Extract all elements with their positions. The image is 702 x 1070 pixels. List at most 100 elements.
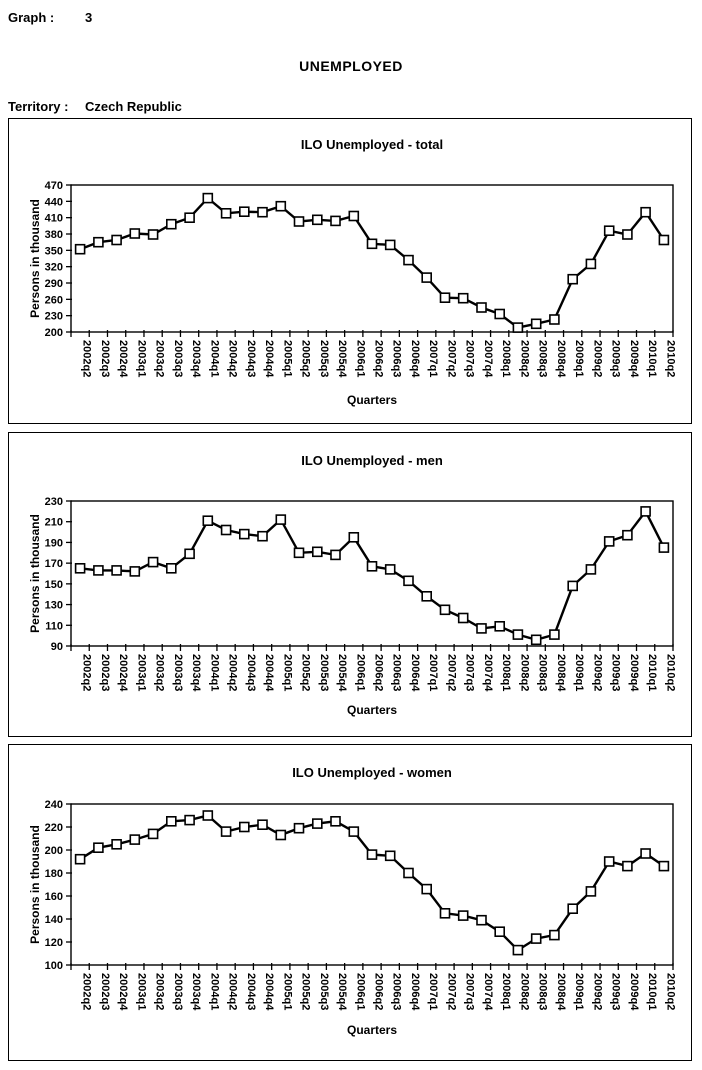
x-tick-label: 2006q4 <box>409 654 421 692</box>
plot-frame <box>70 500 674 647</box>
data-point-marker <box>457 612 469 624</box>
data-point-marker <box>239 821 250 833</box>
data-point-marker <box>74 243 86 255</box>
data-point-marker <box>147 556 159 568</box>
y-tick-label: 200 <box>45 327 63 339</box>
x-tick-label: 2008q3 <box>537 340 549 377</box>
x-tick-label: 2007q1 <box>427 973 439 1010</box>
data-point-marker <box>384 239 396 251</box>
y-axis: 90 110 130 150 170 190 210 230 <box>45 496 72 653</box>
chart-canvas-0: ILO Unemployed - total 200 230 260 290 320 350… <box>28 137 676 407</box>
data-point-marker <box>421 883 433 895</box>
data-point-marker <box>421 272 433 283</box>
data-point-marker <box>166 816 177 827</box>
x-tick-label: 2005q4 <box>336 340 348 378</box>
data-point-marker <box>166 218 177 230</box>
x-tick-label: 2003q1 <box>135 340 147 377</box>
x-tick-labels: 2002q2 2002q3 2002q4 2003q1 2003q2 2003q3 2003… <box>81 973 677 1011</box>
data-point-marker <box>111 565 122 576</box>
chart-title: ILO Unemployed - women <box>292 765 452 780</box>
data-point-marker <box>549 929 560 941</box>
x-tick-label: 2007q1 <box>427 340 439 377</box>
y-tick-label: 150 <box>45 579 63 591</box>
x-tick-label: 2006q3 <box>391 654 403 691</box>
x-tick-label: 2002q2 <box>81 340 93 377</box>
plot-frame <box>70 803 674 966</box>
y-axis-title: Persons in thousand <box>28 199 42 318</box>
x-tick-label: 2004q2 <box>227 654 239 691</box>
x-tick-label: 2004q3 <box>245 340 257 377</box>
x-tick-label: 2002q4 <box>117 973 129 1011</box>
y-tick-label: 190 <box>45 537 63 549</box>
graph-number: 3 <box>85 10 93 25</box>
x-tick-label: 2010q1 <box>646 973 658 1010</box>
data-point-marker <box>622 229 633 240</box>
x-tick-label: 2007q1 <box>427 654 439 691</box>
x-tick-label: 2008q1 <box>500 973 512 1010</box>
x-tick-label: 2010q1 <box>646 654 658 691</box>
x-tick-label: 2008q2 <box>518 340 530 377</box>
y-tick-label: 290 <box>45 278 63 290</box>
x-tick-label: 2006q1 <box>354 973 366 1010</box>
data-point-marker <box>348 826 360 837</box>
data-point-marker <box>257 819 268 830</box>
x-axis <box>70 644 674 651</box>
x-tick-label: 2003q2 <box>154 340 166 377</box>
data-point-marker <box>403 575 414 587</box>
y-tick-label: 230 <box>45 311 63 323</box>
x-tick-label: 2003q2 <box>154 973 166 1010</box>
x-tick-label: 2007q2 <box>445 340 457 377</box>
data-point-marker <box>275 829 287 841</box>
x-tick-label: 2008q4 <box>555 654 567 692</box>
data-point-marker <box>530 634 542 646</box>
data-point-marker <box>239 206 250 217</box>
data-point-marker <box>603 536 615 547</box>
y-tick-label: 120 <box>45 937 63 949</box>
x-tick-label: 2007q2 <box>445 654 457 691</box>
y-tick-label: 200 <box>45 845 63 857</box>
x-tick-label: 2009q3 <box>610 973 622 1010</box>
data-point-marker <box>311 818 323 829</box>
x-tick-label: 2002q3 <box>99 340 111 377</box>
x-tick-label: 2003q2 <box>154 654 166 691</box>
data-point-marker <box>147 828 159 840</box>
x-tick-label: 2008q1 <box>500 340 512 377</box>
x-tick-label: 2005q3 <box>318 340 330 377</box>
y-tick-label: 160 <box>45 891 63 903</box>
x-tick-label: 2005q4 <box>336 973 348 1011</box>
data-point-marker <box>330 549 341 561</box>
x-tick-label: 2004q4 <box>263 340 275 378</box>
x-tick-label: 2004q1 <box>208 340 220 377</box>
y-tick-label: 410 <box>45 213 63 225</box>
graph-label: Graph : <box>8 10 55 25</box>
x-tick-label: 2002q2 <box>81 973 93 1010</box>
y-tick-label: 380 <box>45 229 63 241</box>
data-point-marker <box>439 292 451 303</box>
x-tick-label: 2006q4 <box>409 973 421 1011</box>
series-markers <box>74 506 670 646</box>
territory-label: Territory : <box>8 99 69 114</box>
data-point-marker <box>457 910 469 921</box>
x-tick-label: 2009q4 <box>628 973 640 1011</box>
x-tick-label: 2004q3 <box>245 973 257 1010</box>
x-tick-label: 2007q4 <box>482 340 494 378</box>
x-tick-label: 2005q1 <box>281 340 293 377</box>
x-tick-label: 2009q3 <box>610 654 622 691</box>
data-point-marker <box>658 860 670 872</box>
data-point-marker <box>476 302 487 313</box>
data-point-marker <box>603 856 615 867</box>
data-point-marker <box>494 308 506 320</box>
x-tick-label: 2006q1 <box>354 340 366 377</box>
x-tick-label: 2006q3 <box>391 340 403 377</box>
data-point-marker <box>366 238 378 250</box>
data-point-marker <box>184 814 195 826</box>
x-tick-label: 2004q1 <box>208 654 220 691</box>
x-tick-label: 2004q2 <box>227 973 239 1010</box>
x-tick-label: 2009q2 <box>591 340 603 377</box>
y-tick-label: 90 <box>51 641 63 653</box>
data-point-marker <box>111 234 122 246</box>
data-point-marker <box>640 206 651 218</box>
y-tick-label: 230 <box>45 496 63 508</box>
x-tick-label: 2006q2 <box>373 654 385 691</box>
y-tick-label: 440 <box>45 196 63 208</box>
